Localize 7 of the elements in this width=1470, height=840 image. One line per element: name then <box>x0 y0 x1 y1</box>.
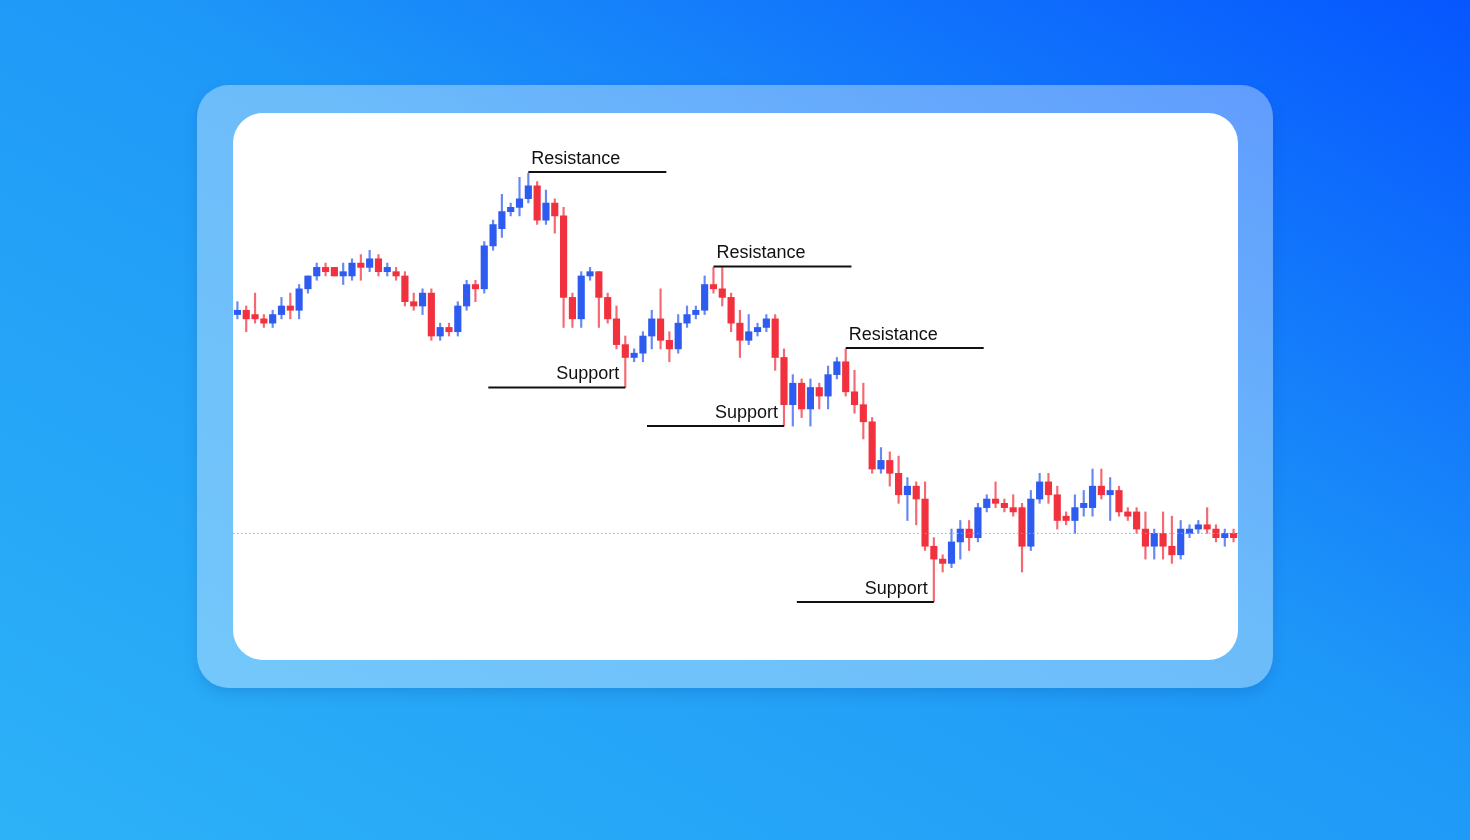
ref-line-label: Resistance <box>531 147 621 168</box>
ref-line-label: Support <box>714 402 778 423</box>
ref-line-label: Resistance <box>716 242 806 263</box>
candlestick <box>330 267 338 277</box>
ref-line-label: Resistance <box>848 323 938 344</box>
ref-line-label: Support <box>864 577 928 598</box>
ref-line-label: Support <box>556 363 620 384</box>
